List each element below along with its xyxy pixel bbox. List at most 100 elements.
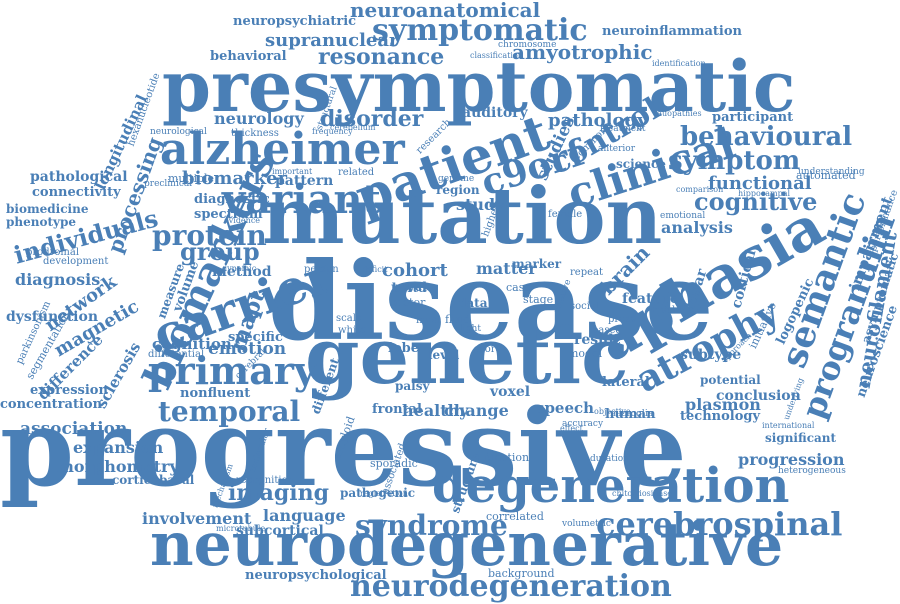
word-conclusion: conclusion (716, 388, 801, 404)
word-neurological: neurological (150, 127, 207, 137)
word-matter: matter (476, 259, 537, 278)
word-recognition: recognition (236, 475, 295, 486)
word-based: based (592, 325, 622, 336)
word-stage: stage (523, 293, 554, 306)
word-healthy: healthy (402, 401, 469, 420)
word-group: group (180, 237, 260, 266)
word-genome: genome (438, 174, 475, 184)
word-variant: variant (222, 176, 381, 223)
word-functional: functional (708, 173, 812, 194)
word-pathogenic: pathogenic (340, 486, 416, 500)
word-lateral: lateral (602, 375, 650, 390)
word-mutation: mutation (262, 171, 663, 262)
word-corticobasal: corticobasal (112, 473, 195, 487)
word-novel: novel (391, 280, 427, 294)
word-primary: primary (148, 348, 316, 393)
word-resonance: resonance (318, 44, 445, 70)
word-neurodegeneration: neurodegeneration (350, 569, 672, 604)
word-prodromal: prodromal (26, 247, 80, 258)
word-pattern: pattern (275, 173, 334, 189)
word-development: development (43, 256, 109, 267)
word-hippocampal: hippocampal (738, 189, 791, 198)
word-classification: classification (470, 51, 523, 60)
word-sporadic: sporadic (370, 457, 418, 470)
word-volumetric: volumetric (562, 519, 611, 529)
word-potential: potential (700, 373, 761, 387)
word-voxel: voxel (490, 384, 531, 400)
word-subcortical: subcortical (236, 523, 324, 539)
word-imaging: imaging (228, 480, 330, 506)
word-understanding: understanding (798, 167, 865, 177)
word-neurology: neurology (214, 109, 304, 128)
word-pathology: pathology (548, 110, 648, 131)
word-fluid: fluid (445, 313, 470, 326)
word-spectrum: spectrum (194, 207, 263, 222)
word-dynamic: dynamic (222, 264, 257, 273)
word-effect: effect (560, 424, 583, 433)
word-progressive: progressive (0, 385, 687, 510)
word-female: female (548, 209, 583, 220)
word-differential: differential (148, 349, 205, 360)
word-genetic: genetic (305, 311, 629, 402)
word-behavioral: behavioral (210, 49, 287, 64)
word-chromosome: chromosome (498, 40, 557, 50)
word-concentration: concentration (0, 397, 103, 412)
word-science: science (616, 157, 666, 171)
word-syndrome: syndrome (355, 509, 508, 542)
word-behavioural: behavioural (680, 122, 853, 152)
word-neuroinflammation: neuroinflammation (602, 24, 742, 39)
word-deficit: deficit (362, 265, 388, 274)
word-background: background (488, 567, 555, 580)
word-presymptomatic: presymptomatic (162, 45, 796, 128)
word-registration: registration (360, 489, 408, 498)
word-white: white (338, 325, 367, 336)
word-speech: speech (536, 399, 595, 417)
word-plasmon: plasmon (685, 395, 761, 414)
word-emotion: emotion (208, 339, 287, 359)
word-study: study (456, 195, 505, 214)
word-disease: disease (268, 239, 714, 365)
word-involvement: involvement (142, 509, 252, 528)
word-tauopathies: tauopathies (654, 109, 702, 118)
word-connectivity: connectivity (32, 185, 121, 200)
word-subtype: subtype (680, 347, 742, 363)
word-dysfunction: dysfunction (6, 309, 99, 325)
word-progression: progression (738, 450, 845, 469)
word-most: most (416, 315, 441, 326)
word-biomarker: biomarker (182, 168, 288, 189)
word-cerebrospinal: cerebrospinal (596, 505, 843, 543)
word-amyotrophic: amyotrophic (512, 40, 653, 64)
word-data: data (458, 296, 488, 310)
word-evidence: evidence (224, 216, 261, 225)
word-expansion: expansion (73, 438, 164, 457)
word-multiple: multiple (168, 172, 215, 185)
word-symptomatic: symptomatic (372, 13, 588, 48)
word-association: association (20, 419, 128, 439)
word-expression: expression (30, 383, 108, 398)
word-pathological: pathological (30, 169, 128, 185)
word-important: important (272, 167, 313, 176)
word-symptom: symptom (668, 146, 801, 176)
word-cognitive: cognitive (694, 187, 818, 216)
word-present: present (608, 314, 647, 325)
word-method: method (212, 264, 272, 280)
word-microglia: microglia (610, 409, 654, 419)
word-neuropsychological: neuropsychological (245, 568, 387, 583)
word-region: region (436, 183, 480, 197)
word-protein: protein (152, 219, 267, 252)
word-lobe: lobe (388, 341, 419, 356)
word-diagnostic: diagnostic (194, 192, 270, 207)
word-identification: identification (652, 59, 706, 68)
word-language: language (263, 506, 346, 525)
word-morphometry: morphometry (57, 457, 179, 476)
word-light: light (460, 324, 481, 334)
word-neurodegenerative: neurodegenerative (150, 510, 784, 580)
word-degeneration: degeneration (432, 458, 790, 514)
word-nonfluent: nonfluent (180, 386, 251, 401)
word-palsy: palsy (395, 379, 430, 393)
word-cognition: cognition (152, 335, 232, 353)
word-objective: objective (594, 407, 631, 416)
word-disorder: disorder (320, 106, 424, 132)
word-automated: automated (796, 169, 856, 182)
word-emotional: emotional (660, 211, 706, 221)
